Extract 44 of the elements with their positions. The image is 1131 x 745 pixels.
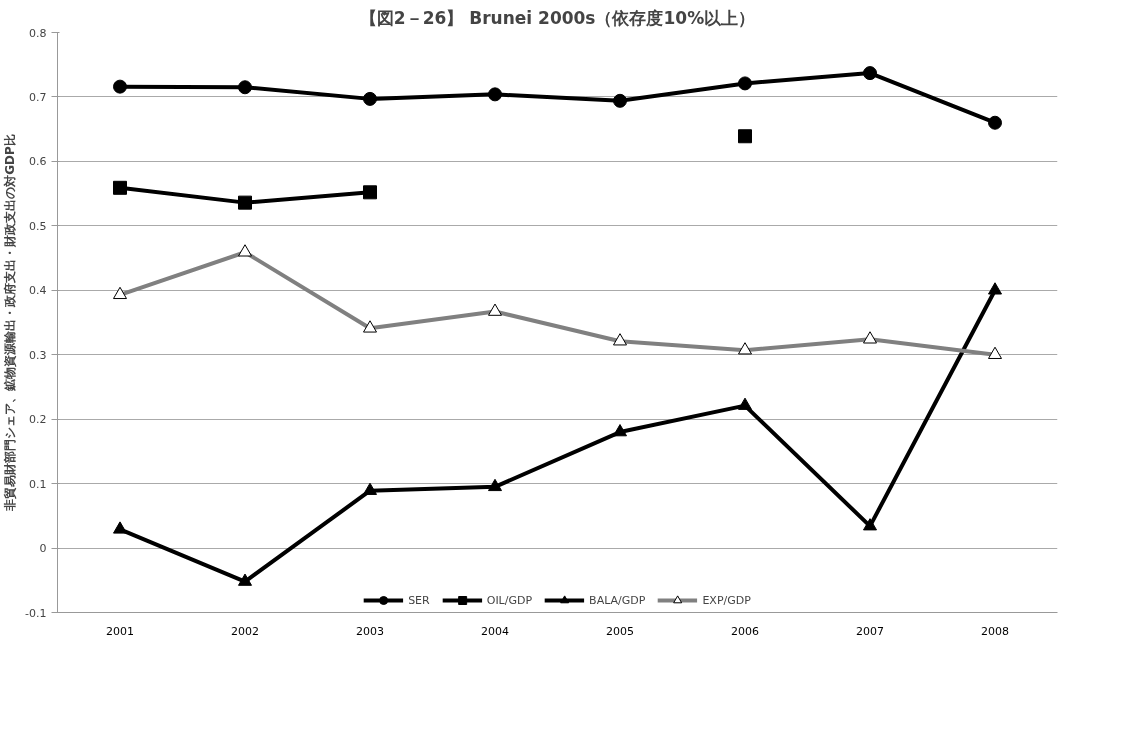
y-tick-label: 0	[39, 542, 47, 556]
x-tick-label: 2006	[731, 624, 759, 638]
point	[363, 91, 377, 106]
x-tick-label: 2001	[106, 624, 134, 638]
x-tick-label: 2002	[231, 624, 259, 638]
y-tick-label: 0.6	[29, 155, 47, 169]
x-tick-label: 2005	[606, 624, 634, 638]
point	[988, 115, 1002, 130]
y-tick-label: 0.3	[29, 348, 47, 362]
point	[113, 521, 127, 534]
point	[488, 87, 502, 102]
y-axis-title: 非貿易財部門シェア、鉱物資源輸出・政府支出・財政支出の対GDP比	[3, 134, 18, 512]
legend-label: OIL/GDP	[486, 593, 533, 607]
y-tick-label: 0.1	[29, 477, 47, 491]
x-tick-label: 2008	[981, 624, 1009, 638]
y-tick-label: 0.4	[29, 284, 47, 298]
point	[238, 195, 252, 210]
x-tick-label: 2007	[856, 624, 884, 638]
point	[238, 80, 252, 95]
point	[613, 93, 627, 108]
point	[738, 76, 752, 91]
point	[363, 482, 377, 495]
point	[488, 478, 502, 492]
x-tick-label: 2003	[356, 624, 384, 638]
point	[113, 79, 127, 94]
point	[988, 282, 1002, 295]
y-tick-label: 0.5	[29, 219, 47, 233]
x-tick-label: 2004	[481, 624, 509, 638]
legend-label: BALA/GDP	[589, 593, 646, 607]
point	[238, 573, 252, 586]
point	[738, 129, 752, 144]
point	[363, 185, 377, 200]
y-tick-label: 0.2	[29, 413, 47, 427]
y-tick-label: 0.8	[29, 26, 47, 40]
y-tick-label: -0.1	[25, 606, 47, 620]
point	[613, 424, 627, 437]
chart-title: 【図2－26】 Brunei 2000s（依存度10%以上）	[359, 7, 756, 28]
y-tick-label: 0.7	[29, 90, 47, 104]
legend-label: EXP/GDP	[702, 593, 751, 607]
point	[113, 180, 127, 195]
point	[738, 397, 752, 410]
point	[863, 518, 877, 531]
legend-label: SER	[408, 593, 430, 607]
point	[863, 66, 877, 81]
